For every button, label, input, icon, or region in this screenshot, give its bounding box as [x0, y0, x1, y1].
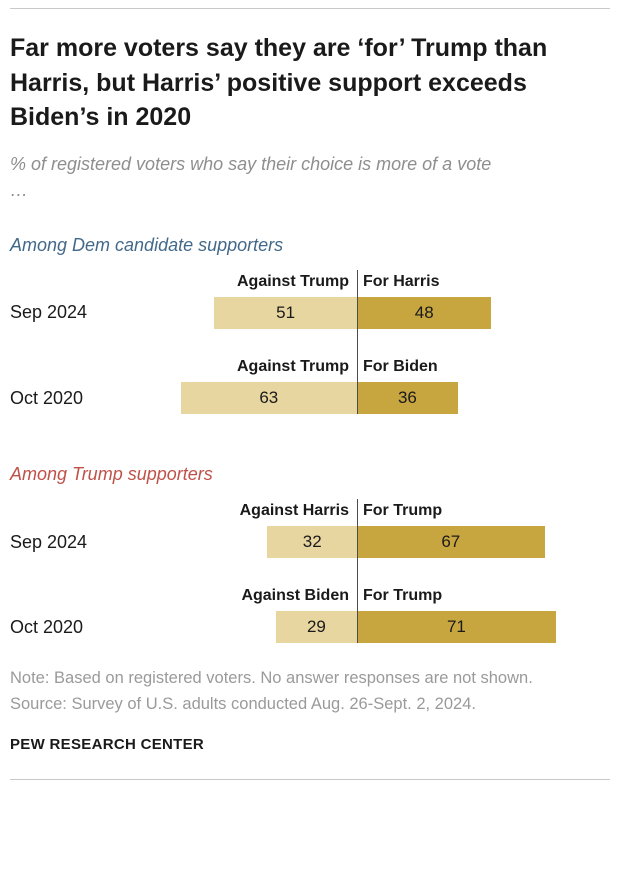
- column-headers: Against Harris For Trump: [10, 501, 610, 520]
- for-bar: 71: [357, 611, 556, 644]
- for-zone: 67: [357, 526, 610, 559]
- against-bar: 32: [267, 526, 357, 559]
- bar-value: 32: [302, 532, 322, 552]
- column-headers: Against Trump For Harris: [10, 272, 610, 291]
- trump-supporters-section: Among Trump supporters Against Harris Fo…: [10, 464, 610, 644]
- against-header: Against Trump: [236, 272, 349, 290]
- against-header: Against Biden: [241, 587, 349, 605]
- header-spacer: [10, 357, 90, 376]
- against-zone: 29: [90, 611, 357, 644]
- dem-supporters-section: Among Dem candidate supporters Against T…: [10, 234, 610, 415]
- header-spacer: [10, 586, 90, 605]
- axis-line: [357, 269, 358, 415]
- against-zone: 63: [90, 382, 357, 415]
- against-zone: 51: [90, 296, 357, 329]
- for-bar: 48: [357, 296, 492, 329]
- header-spacer: [10, 272, 90, 291]
- against-header: Against Trump: [236, 357, 349, 375]
- page-title: Far more voters say they are ‘for’ Trump…: [10, 34, 548, 131]
- row-label: Oct 2020: [10, 387, 84, 408]
- for-header: For Trump: [363, 587, 443, 605]
- against-header: Against Harris: [239, 502, 349, 520]
- against-bar: 63: [180, 382, 357, 415]
- bar-value: 36: [397, 388, 417, 408]
- for-header: For Biden: [363, 357, 438, 375]
- column-headers: Against Trump For Biden: [10, 357, 610, 376]
- dem-chart: Against Trump For Harris Sep 2024 51 48: [10, 269, 610, 415]
- against-bar: 51: [214, 296, 357, 329]
- top-divider: [10, 8, 610, 9]
- bar-value: 67: [441, 532, 461, 552]
- bar-row: Oct 2020 63 36: [10, 382, 610, 415]
- brand-footer: PEW RESEARCH CENTER: [10, 735, 205, 753]
- trump-section-title: Among Trump supporters: [10, 464, 213, 485]
- trump-chart: Against Harris For Trump Sep 2024 32 67: [10, 499, 610, 644]
- bar-value: 51: [276, 302, 296, 322]
- header-spacer: [10, 501, 90, 520]
- note-text: Note: Based on registered voters. No ans…: [10, 669, 533, 688]
- bar-row: Sep 2024 51 48: [10, 296, 610, 329]
- bottom-divider: [10, 778, 610, 780]
- source-text: Source: Survey of U.S. adults conducted …: [10, 694, 476, 713]
- row-pair-sep-2024: Against Trump For Harris Sep 2024 51 48: [10, 272, 610, 329]
- page-subtitle: % of registered voters who say their cho…: [10, 153, 492, 200]
- row-label: Sep 2024: [10, 302, 88, 323]
- row-pair-oct-2020: Against Biden For Trump Oct 2020 29 71: [10, 586, 610, 644]
- bar-value: 48: [414, 302, 434, 322]
- row-label: Sep 2024: [10, 531, 88, 552]
- bar-value: 29: [306, 617, 326, 637]
- for-zone: 48: [357, 296, 610, 329]
- footer-notes: Note: Based on registered voters. No ans…: [10, 667, 610, 715]
- for-zone: 71: [357, 611, 610, 644]
- against-zone: 32: [90, 526, 357, 559]
- row-pair-oct-2020: Against Trump For Biden Oct 2020 63 36: [10, 357, 610, 415]
- bar-value: 71: [446, 617, 466, 637]
- row-pair-sep-2024: Against Harris For Trump Sep 2024 32 67: [10, 501, 610, 559]
- column-headers: Against Biden For Trump: [10, 586, 610, 605]
- for-zone: 36: [357, 382, 610, 415]
- for-header: For Harris: [363, 272, 440, 290]
- for-bar: 36: [357, 382, 458, 415]
- for-bar: 67: [357, 526, 545, 559]
- bar-row: Oct 2020 29 71: [10, 611, 610, 644]
- bar-row: Sep 2024 32 67: [10, 526, 610, 559]
- dem-section-title: Among Dem candidate supporters: [10, 234, 284, 255]
- against-bar: 29: [275, 611, 357, 644]
- for-header: For Trump: [363, 502, 443, 520]
- axis-line: [357, 499, 358, 644]
- bar-value: 63: [259, 388, 279, 408]
- row-label: Oct 2020: [10, 616, 84, 637]
